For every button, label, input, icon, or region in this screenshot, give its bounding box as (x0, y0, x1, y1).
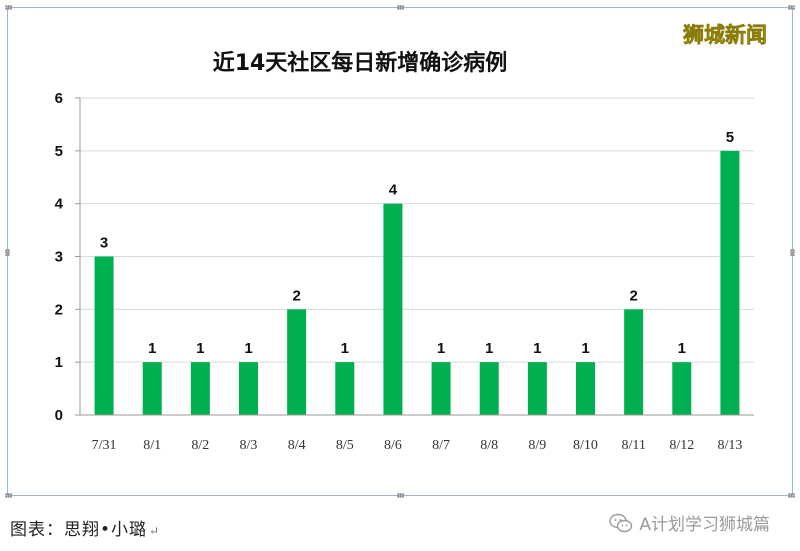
resize-handle-left[interactable] (5, 249, 10, 256)
bar (239, 362, 258, 415)
data-label: 1 (196, 340, 204, 357)
data-label: 3 (100, 235, 108, 252)
y-tick-label: 5 (55, 143, 63, 160)
resize-handle-top-right[interactable] (788, 5, 795, 10)
data-label: 5 (726, 129, 734, 146)
y-tick-label: 2 (55, 301, 63, 318)
resize-handle-bottom-left[interactable] (5, 493, 12, 498)
bar (383, 203, 403, 415)
x-tick-label: 8/3 (240, 438, 258, 453)
resize-handle-top-left[interactable] (5, 5, 12, 10)
x-tick-label: 8/6 (384, 438, 402, 453)
data-label: 1 (148, 340, 156, 357)
x-tick-label: 8/1 (143, 438, 161, 453)
data-label: 2 (292, 287, 300, 304)
x-tick-label: 8/4 (288, 438, 306, 453)
x-tick-label: 8/13 (717, 438, 742, 453)
bar (142, 362, 162, 415)
wechat-icon (609, 513, 633, 532)
data-label: 1 (244, 340, 252, 357)
footer-watermark: A计划学习狮城篇 (609, 510, 770, 535)
data-label: 1 (581, 340, 589, 357)
y-tick-label: 6 (55, 90, 63, 107)
data-label: 1 (678, 340, 686, 357)
bar (94, 256, 114, 415)
y-tick-label: 0 (55, 407, 63, 424)
x-tick-label: 8/12 (669, 438, 694, 453)
bar (190, 362, 210, 415)
bar (527, 362, 547, 415)
bar (576, 362, 595, 415)
figure-caption: 图表：思翔•小璐 ↵ (10, 515, 160, 540)
resize-handle-top[interactable] (397, 5, 404, 10)
x-tick-label: 8/9 (528, 438, 546, 453)
data-label: 2 (629, 287, 637, 304)
resize-handle-bottom-right[interactable] (788, 493, 795, 498)
bar (720, 150, 740, 416)
data-label: 1 (533, 340, 541, 357)
gridlines (80, 97, 754, 363)
bar (672, 362, 692, 415)
brand-watermark: 狮城新闻 (683, 23, 767, 47)
bar (431, 362, 451, 415)
bar-series: 3 1 1 1 2 1 4 1 1 1 1 2 1 5 (94, 129, 740, 416)
y-axis: 0 1 2 3 4 5 6 (55, 90, 81, 424)
x-tick-label: 8/7 (432, 438, 450, 453)
y-tick-label: 3 (55, 249, 63, 266)
x-tick-label: 7/31 (92, 438, 117, 453)
data-label: 1 (437, 340, 445, 357)
x-tick-label: 8/11 (621, 438, 645, 453)
resize-handle-bottom[interactable] (397, 493, 404, 498)
x-axis: 7/31 8/1 8/2 8/3 8/4 8/5 8/6 8/7 8/8 8/9 8/10 8/11 8… (80, 414, 754, 453)
return-mark: ↵ (149, 524, 161, 538)
data-label: 1 (341, 340, 349, 357)
footer-watermark-text: A计划学习狮城篇 (639, 515, 770, 535)
bar (287, 309, 307, 415)
caption-text: 图表：思翔•小璐 (10, 520, 148, 540)
x-tick-label: 8/2 (191, 438, 209, 453)
y-tick-label: 1 (55, 354, 63, 371)
chart-title: 近14天社区每日新增确诊病例 (213, 50, 508, 76)
x-tick-label: 8/10 (573, 438, 598, 453)
y-tick-label: 4 (55, 196, 64, 213)
data-label: 4 (389, 182, 398, 199)
data-label: 1 (485, 340, 493, 357)
bar (335, 362, 355, 415)
x-tick-label: 8/8 (480, 438, 498, 453)
bar (624, 309, 644, 415)
x-tick-label: 8/5 (336, 438, 354, 453)
bar (479, 362, 499, 415)
resize-handle-right[interactable] (790, 249, 795, 256)
bar-chart: 狮城新闻 近14天社区每日新增确诊病例 0 1 2 3 4 5 6 3 1 1 1 2 1 4 1 1 1 1 2… (55, 23, 768, 453)
